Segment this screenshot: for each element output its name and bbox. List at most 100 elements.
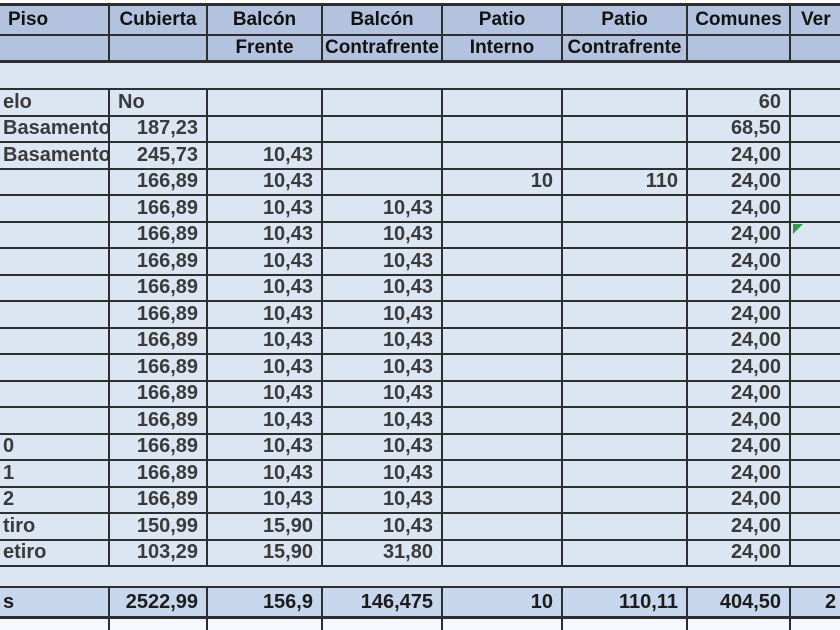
- data-cell-cubierta[interactable]: 166,89: [110, 302, 208, 329]
- data-cell-balcon_frente[interactable]: 10,43: [208, 487, 323, 514]
- data-cell-balcon_contrafrente[interactable]: 10,43: [323, 487, 443, 514]
- data-cell-balcon_frente[interactable]: 10,43: [208, 222, 323, 249]
- row-label-cell[interactable]: 0: [0, 434, 110, 461]
- data-cell-ver[interactable]: [791, 514, 840, 541]
- data-cell-balcon_contrafrente[interactable]: 10,43: [323, 434, 443, 461]
- column-header-cubierta[interactable]: Cubierta: [110, 6, 208, 36]
- column-subheader-balcon_frente[interactable]: Frente: [208, 36, 323, 63]
- column-subheader-cubierta[interactable]: [110, 36, 208, 63]
- data-cell-comunes[interactable]: 24,00: [688, 328, 791, 355]
- data-cell-patio_interno[interactable]: [443, 540, 563, 567]
- data-cell-cubierta[interactable]: 187,23: [110, 116, 208, 143]
- data-cell-cubierta[interactable]: 166,89: [110, 461, 208, 488]
- data-cell-comunes[interactable]: 24,00: [688, 275, 791, 302]
- data-cell-patio_contrafrente[interactable]: [563, 302, 688, 329]
- row-label-cell[interactable]: tiro: [0, 514, 110, 541]
- data-cell-balcon_frente[interactable]: 10,43: [208, 355, 323, 382]
- data-cell-comunes[interactable]: 24,00: [688, 143, 791, 170]
- data-cell-patio_interno[interactable]: [443, 487, 563, 514]
- row-label-cell[interactable]: [0, 222, 110, 249]
- data-cell-ver[interactable]: [791, 355, 840, 382]
- data-cell-cubierta[interactable]: No: [110, 90, 208, 117]
- row-label-cell[interactable]: [0, 355, 110, 382]
- data-cell-patio_interno[interactable]: [443, 249, 563, 276]
- data-cell-patio_interno[interactable]: [443, 408, 563, 435]
- data-cell-cubierta[interactable]: 166,89: [110, 328, 208, 355]
- data-cell-cubierta[interactable]: 166,89: [110, 355, 208, 382]
- data-cell-ver[interactable]: [791, 249, 840, 276]
- row-label-cell[interactable]: Basamento: [0, 143, 110, 170]
- data-cell-comunes[interactable]: 60: [688, 90, 791, 117]
- data-cell-balcon_contrafrente[interactable]: [323, 90, 443, 117]
- total-cell-patio_contrafrente[interactable]: 110,11: [563, 588, 688, 619]
- data-cell-comunes[interactable]: 24,00: [688, 222, 791, 249]
- data-cell-cubierta[interactable]: 166,89: [110, 169, 208, 196]
- data-cell-ver[interactable]: [791, 90, 840, 117]
- data-cell-balcon_frente[interactable]: [208, 116, 323, 143]
- data-cell-patio_contrafrente[interactable]: 110: [563, 169, 688, 196]
- data-cell-balcon_frente[interactable]: 10,43: [208, 434, 323, 461]
- total-cell-balcon_frente[interactable]: 156,9: [208, 588, 323, 619]
- data-cell-comunes[interactable]: 24,00: [688, 514, 791, 541]
- row-label-cell[interactable]: [0, 408, 110, 435]
- total-cell-ver[interactable]: 2: [791, 588, 840, 619]
- data-cell-cubierta[interactable]: 166,89: [110, 196, 208, 223]
- column-header-balcon_contrafrente[interactable]: Balcón: [323, 6, 443, 36]
- data-cell-cubierta[interactable]: 166,89: [110, 249, 208, 276]
- data-cell-patio_interno[interactable]: [443, 461, 563, 488]
- data-cell-cubierta[interactable]: 166,89: [110, 487, 208, 514]
- data-cell-ver[interactable]: [791, 328, 840, 355]
- data-cell-balcon_frente[interactable]: 10,43: [208, 302, 323, 329]
- data-cell-balcon_contrafrente[interactable]: 10,43: [323, 275, 443, 302]
- data-cell-balcon_frente[interactable]: 10,43: [208, 461, 323, 488]
- row-label-cell[interactable]: etiro: [0, 540, 110, 567]
- data-cell-comunes[interactable]: 24,00: [688, 302, 791, 329]
- data-cell-patio_contrafrente[interactable]: [563, 222, 688, 249]
- data-cell-patio_contrafrente[interactable]: [563, 143, 688, 170]
- data-cell-patio_contrafrente[interactable]: [563, 487, 688, 514]
- data-cell-patio_contrafrente[interactable]: [563, 461, 688, 488]
- data-cell-patio_interno[interactable]: [443, 90, 563, 117]
- data-cell-ver[interactable]: [791, 302, 840, 329]
- row-label-cell[interactable]: [0, 169, 110, 196]
- data-cell-comunes[interactable]: 24,00: [688, 487, 791, 514]
- data-cell-ver[interactable]: [791, 408, 840, 435]
- data-cell-comunes[interactable]: 24,00: [688, 249, 791, 276]
- column-header-patio_interno[interactable]: Patio: [443, 6, 563, 36]
- data-cell-ver[interactable]: [791, 275, 840, 302]
- row-label-cell[interactable]: [0, 381, 110, 408]
- data-cell-balcon_contrafrente[interactable]: 10,43: [323, 514, 443, 541]
- data-cell-comunes[interactable]: 24,00: [688, 381, 791, 408]
- data-cell-balcon_frente[interactable]: 10,43: [208, 249, 323, 276]
- row-label-cell[interactable]: [0, 328, 110, 355]
- data-cell-comunes[interactable]: 24,00: [688, 196, 791, 223]
- data-cell-patio_interno[interactable]: [443, 434, 563, 461]
- data-cell-balcon_contrafrente[interactable]: 10,43: [323, 302, 443, 329]
- data-cell-patio_contrafrente[interactable]: [563, 328, 688, 355]
- data-cell-patio_contrafrente[interactable]: [563, 381, 688, 408]
- column-subheader-piso[interactable]: [0, 36, 110, 63]
- data-cell-patio_contrafrente[interactable]: [563, 196, 688, 223]
- data-cell-balcon_contrafrente[interactable]: 10,43: [323, 355, 443, 382]
- data-cell-cubierta[interactable]: 245,73: [110, 143, 208, 170]
- data-cell-balcon_contrafrente[interactable]: 10,43: [323, 461, 443, 488]
- data-cell-patio_contrafrente[interactable]: [563, 355, 688, 382]
- data-cell-patio_interno[interactable]: [443, 196, 563, 223]
- column-subheader-patio_interno[interactable]: Interno: [443, 36, 563, 63]
- data-cell-comunes[interactable]: 68,50: [688, 116, 791, 143]
- data-cell-patio_contrafrente[interactable]: [563, 514, 688, 541]
- data-cell-balcon_frente[interactable]: [208, 90, 323, 117]
- data-cell-balcon_frente[interactable]: 15,90: [208, 514, 323, 541]
- data-cell-ver[interactable]: [791, 540, 840, 567]
- data-cell-cubierta[interactable]: 166,89: [110, 434, 208, 461]
- data-cell-balcon_frente[interactable]: 10,43: [208, 381, 323, 408]
- data-cell-balcon_frente[interactable]: 10,43: [208, 143, 323, 170]
- data-cell-cubierta[interactable]: 166,89: [110, 222, 208, 249]
- data-cell-patio_interno[interactable]: [443, 302, 563, 329]
- data-cell-balcon_contrafrente[interactable]: 31,80: [323, 540, 443, 567]
- data-cell-ver[interactable]: [791, 434, 840, 461]
- total-cell-patio_interno[interactable]: 10: [443, 588, 563, 619]
- data-cell-comunes[interactable]: 24,00: [688, 540, 791, 567]
- row-label-cell[interactable]: 1: [0, 461, 110, 488]
- data-cell-balcon_frente[interactable]: 10,43: [208, 408, 323, 435]
